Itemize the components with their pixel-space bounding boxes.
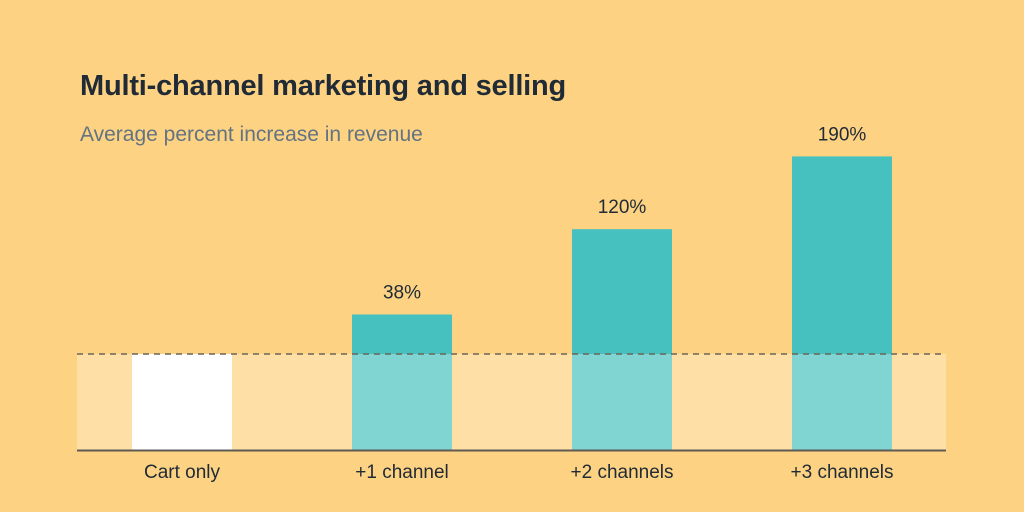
chart-title: Multi-channel marketing and selling	[80, 70, 567, 102]
bar-base-portion	[792, 354, 892, 450]
x-tick-label: +2 channels	[571, 462, 674, 483]
x-tick-label: Cart only	[144, 462, 221, 483]
x-tick-label: +1 channel	[355, 462, 449, 483]
data-label: 190%	[818, 124, 867, 145]
bar-increase	[792, 156, 892, 354]
bar-base-portion	[572, 354, 672, 450]
bar-increase	[572, 229, 672, 354]
data-label: 120%	[598, 197, 647, 218]
data-label: 38%	[383, 282, 421, 303]
x-tick-label: +3 channels	[791, 462, 894, 483]
bar-increase	[352, 314, 452, 354]
bar-base-portion	[352, 354, 452, 450]
chart-subtitle: Average percent increase in revenue	[80, 123, 423, 146]
bar-baseline	[132, 354, 232, 450]
